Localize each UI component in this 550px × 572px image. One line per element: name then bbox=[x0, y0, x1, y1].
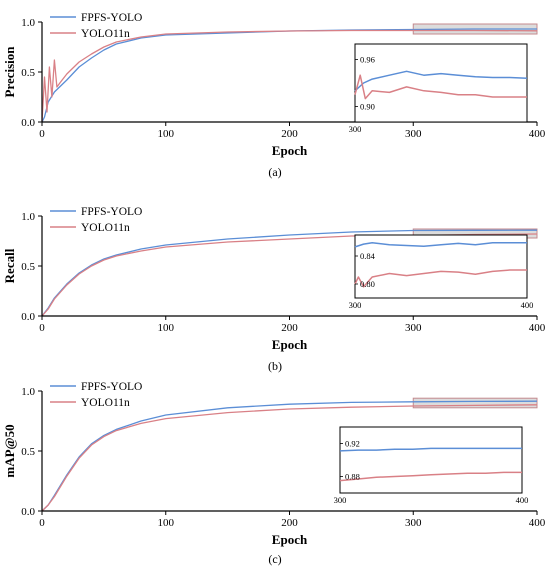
y-axis-title: Recall bbox=[2, 248, 17, 283]
chart-panel-1: 0 100 200 300 400 0.0 0.5 1.0 Epoch Precision FPFS… bbox=[2, 12, 546, 179]
y-tick-label: 1.0 bbox=[21, 17, 35, 29]
inset-series-line-yolo11n bbox=[354, 269, 527, 288]
x-tick-label: 300 bbox=[405, 517, 422, 529]
inset-frame bbox=[339, 426, 523, 494]
x-tick-label: 300 bbox=[405, 322, 422, 334]
series-line-yolo11n bbox=[41, 404, 538, 512]
zoom-region-highlight bbox=[412, 397, 538, 409]
y-tick-label: 0.5 bbox=[21, 261, 35, 273]
zoom-inset: 0.90 0.96 300 bbox=[349, 43, 528, 134]
y-tick-label: 0.0 bbox=[21, 311, 35, 323]
series-line-yolo11n bbox=[41, 29, 538, 123]
inset-x-tick-label: 300 bbox=[334, 495, 347, 505]
x-tick-label: 100 bbox=[158, 128, 175, 140]
x-axis-title: Epoch bbox=[272, 532, 308, 547]
inset-series-line-yolo11n bbox=[339, 471, 522, 482]
inset-series-line-fpfs-yolo bbox=[354, 241, 527, 248]
inset-series-line-yolo11n bbox=[354, 74, 527, 100]
zoom-inset: 0.88 0.92 300 400 bbox=[334, 426, 529, 505]
inset-x-tick-label: 300 bbox=[349, 124, 362, 134]
y-tick-label: 1.0 bbox=[21, 211, 35, 223]
inset-x-tick-label: 300 bbox=[349, 300, 362, 310]
legend-label: FPFS-YOLO bbox=[81, 206, 142, 218]
y-axis-title: Precision bbox=[2, 46, 17, 98]
zoom-inset: 0.80 0.84 300 400 bbox=[349, 234, 534, 310]
x-axis-title: Epoch bbox=[272, 337, 308, 352]
x-tick-label: 100 bbox=[158, 322, 175, 334]
inset-x-tick-label: 400 bbox=[521, 300, 534, 310]
legend-label: FPFS-YOLO bbox=[81, 381, 142, 393]
inset-series-line-fpfs-yolo bbox=[354, 70, 528, 92]
y-tick-label: 1.0 bbox=[21, 386, 35, 398]
legend-label: YOLO11n bbox=[81, 222, 130, 234]
legend-label: YOLO11n bbox=[81, 397, 130, 409]
inset-y-tick-label: 0.90 bbox=[360, 101, 375, 111]
inset-x-tick-label: 400 bbox=[516, 495, 529, 505]
x-tick-label: 100 bbox=[158, 517, 175, 529]
y-tick-label: 0.5 bbox=[21, 67, 35, 79]
y-tick-label: 0.0 bbox=[21, 506, 35, 518]
x-tick-label: 200 bbox=[281, 322, 298, 334]
x-tick-label: 200 bbox=[281, 517, 298, 529]
inset-y-tick-label: 0.84 bbox=[360, 251, 376, 261]
legend-label: YOLO11n bbox=[81, 28, 130, 40]
x-tick-label: 0 bbox=[39, 517, 45, 529]
x-tick-label: 400 bbox=[529, 128, 546, 140]
y-tick-label: 0.5 bbox=[21, 446, 35, 458]
x-tick-label: 400 bbox=[529, 517, 546, 529]
y-axis-title: mAP@50 bbox=[2, 424, 17, 477]
chart-panel-2: 0 100 200 300 400 0.0 0.5 1.0 Epoch Recall FPFS-YO… bbox=[2, 206, 546, 373]
inset-y-tick-label: 0.96 bbox=[360, 55, 375, 65]
x-tick-label: 200 bbox=[281, 128, 298, 140]
panel-caption: (a) bbox=[268, 165, 281, 179]
x-tick-label: 0 bbox=[39, 128, 45, 140]
panel-caption: (b) bbox=[268, 359, 282, 373]
y-tick-label: 0.0 bbox=[21, 117, 35, 129]
x-tick-label: 300 bbox=[405, 128, 422, 140]
x-tick-label: 400 bbox=[529, 322, 546, 334]
x-axis-title: Epoch bbox=[272, 143, 308, 158]
inset-frame bbox=[354, 43, 528, 123]
chart-panel-3: 0 100 200 300 400 0.0 0.5 1.0 Epoch mAP@50 FPFS-YO… bbox=[2, 381, 546, 566]
inset-y-tick-label: 0.92 bbox=[345, 439, 360, 449]
inset-y-tick-label: 0.88 bbox=[345, 472, 360, 482]
inset-series-line-fpfs-yolo bbox=[339, 447, 522, 452]
inset-y-tick-label: 0.80 bbox=[360, 279, 375, 289]
legend-label: FPFS-YOLO bbox=[81, 12, 142, 24]
x-tick-label: 0 bbox=[39, 322, 45, 334]
panel-caption: (c) bbox=[268, 552, 281, 566]
series-line-fpfs-yolo bbox=[41, 229, 538, 317]
